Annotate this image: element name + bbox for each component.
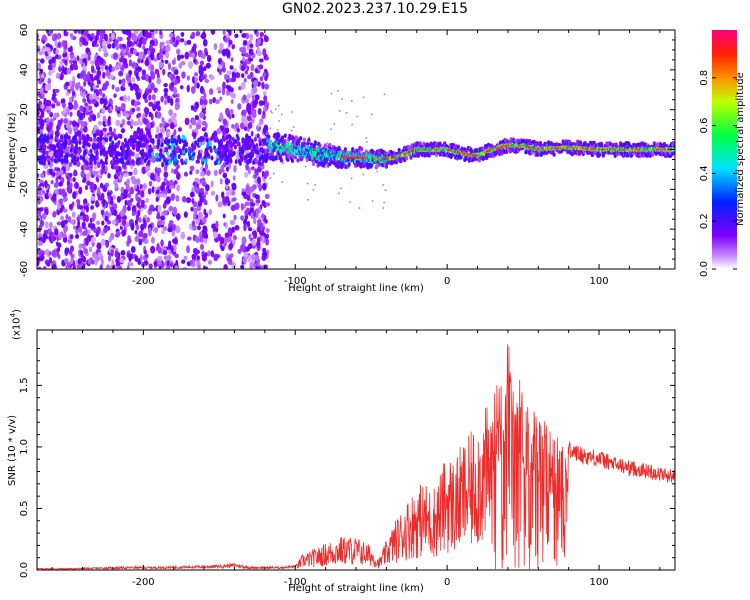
figure-title: GN02.2023.237.10.29.E15 <box>281 1 469 17</box>
y-tick-label: 40 <box>19 63 30 76</box>
spectrogram-ylabel: Frequency (Hz) <box>7 112 18 188</box>
snr-ylabel: SNR (10 * v/v) <box>7 414 18 486</box>
y-tick-label: -40 <box>19 221 30 237</box>
x-tick-label: -100 <box>284 577 307 588</box>
colorbar-tick-label: 0.8 <box>699 70 710 86</box>
colorbar-tick-label: 0.2 <box>699 213 710 229</box>
y-tick-label: -20 <box>19 181 30 197</box>
colorbar-tick-label: 0.0 <box>699 261 710 277</box>
colorbar-axes: 0.0 0.2 0.4 0.6 0.8 <box>699 70 737 277</box>
y-tick-label: 1.0 <box>19 439 30 455</box>
snr-frame <box>36 329 676 571</box>
spectrogram-xlabel: Height of straight line (km) <box>288 283 424 294</box>
colorbar <box>712 30 737 269</box>
colorbar-tick-label: 0.4 <box>699 165 710 181</box>
y-tick-label: -60 <box>19 261 30 277</box>
y-tick-label: 20 <box>19 103 30 116</box>
snr-plot <box>37 344 675 570</box>
x-tick-label: 0 <box>444 276 450 287</box>
x-tick-label: 0 <box>444 577 450 588</box>
y-tick-label: 60 <box>19 24 30 37</box>
colorbar-label: Normalized spectral amplitude <box>735 72 746 226</box>
colorbar-tick-label: 0.6 <box>699 118 710 134</box>
snr-series-line <box>37 344 675 570</box>
y-tick-label: 1.5 <box>19 377 30 393</box>
x-tick-label: 100 <box>590 577 609 588</box>
x-tick-label: 100 <box>590 276 609 287</box>
snr-scale-label: (x104) <box>9 309 23 340</box>
x-tick-label: -200 <box>132 577 155 588</box>
y-tick-label: 0 <box>19 146 30 152</box>
snr-xlabel: Height of straight line (km) <box>288 583 424 594</box>
x-tick-label: -200 <box>132 276 155 287</box>
x-tick-label: -100 <box>284 276 307 287</box>
snr-axes: -200 -100 0 100 0.0 0.5 1.0 1.5 <box>19 330 675 588</box>
y-tick-label: 0.5 <box>19 501 30 517</box>
y-tick-label: 0.0 <box>19 562 30 578</box>
spectrogram-plot <box>37 30 675 269</box>
